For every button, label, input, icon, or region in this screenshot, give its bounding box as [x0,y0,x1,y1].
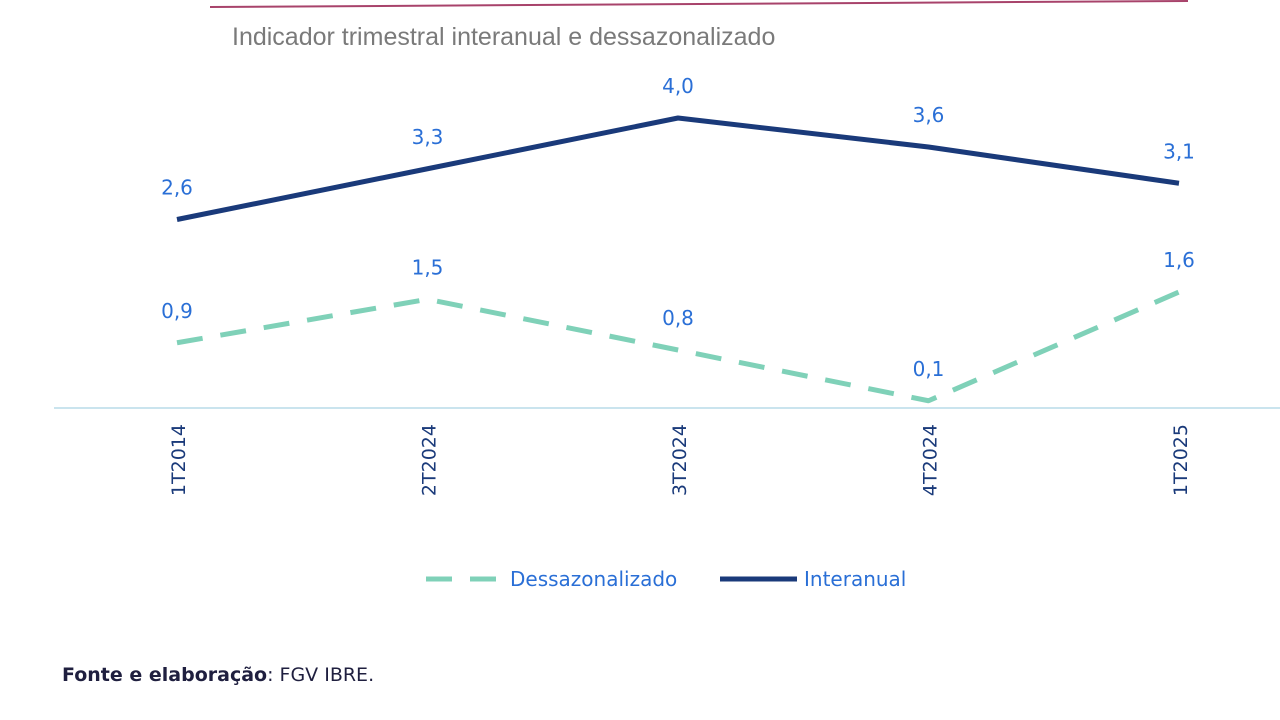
data-labels: 0,9 1,5 0,8 0,1 1,6 2,6 3,3 4,0 3,6 3,1 [161,74,1195,381]
x-tick-label-3t2024: 3T2024 [669,424,691,496]
series-line-interanual [176,115,1180,222]
data-label-interanual-2: 4,0 [662,74,694,98]
data-label-interanual-1: 3,3 [412,125,444,149]
data-label-dessazonalizado-3: 0,1 [913,357,945,381]
data-label-interanual-0: 2,6 [161,176,193,200]
data-label-dessazonalizado-4: 1,6 [1163,248,1195,272]
data-label-dessazonalizado-2: 0,8 [662,306,694,330]
series-line-dessazonalizado [176,289,1180,404]
x-tick-label-1t2014: 1T2014 [168,424,190,496]
x-axis-tick-labels: 1T2014 2T2024 3T2024 4T2024 1T2025 [168,424,1192,496]
data-label-dessazonalizado-1: 1,5 [412,255,444,279]
legend-label-interanual: Interanual [804,567,906,591]
source-text: FGV IBRE. [279,664,375,686]
legend: Dessazonalizado Interanual [426,567,906,591]
legend-label-dessazonalizado: Dessazonalizado [510,567,677,591]
source-note: Fonte e elaboração: FGV IBRE. [62,664,374,686]
data-label-interanual-4: 3,1 [1163,139,1195,163]
source-label: Fonte e elaboração [62,664,268,686]
data-label-interanual-3: 3,6 [913,103,945,127]
series-lines [176,115,1180,404]
x-tick-label-1t2025: 1T2025 [1170,424,1192,496]
data-label-dessazonalizado-0: 0,9 [161,299,193,323]
source-separator: : [267,664,280,686]
chart-title: Indicador trimestral interanual e dessaz… [232,23,775,51]
x-tick-label-4t2024: 4T2024 [920,424,942,496]
x-tick-label-2t2024: 2T2024 [419,424,441,496]
top-rule [209,0,1189,8]
